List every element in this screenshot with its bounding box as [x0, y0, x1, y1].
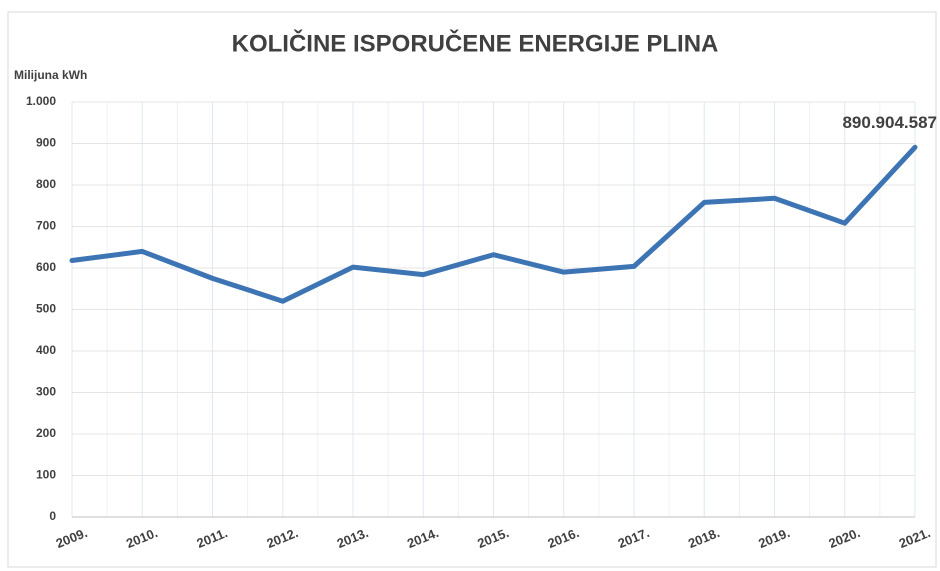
y-tick-label: 700 [36, 219, 56, 233]
y-tick-label: 1.000 [26, 94, 56, 108]
y-tick-label: 400 [36, 343, 56, 357]
data-label: 890.904.587 [842, 113, 937, 132]
y-tick-label: 100 [36, 468, 56, 482]
y-tick-label: 200 [36, 426, 56, 440]
y-tick-label: 800 [36, 177, 56, 191]
y-tick-label: 300 [36, 385, 56, 399]
line-series [69, 144, 918, 304]
y-tick-label: 900 [36, 136, 56, 150]
y-tick-label: 500 [36, 302, 56, 316]
chart-title: KOLIČINE ISPORUČENE ENERGIJE PLINA [232, 29, 719, 57]
y-tick-label: 600 [36, 260, 56, 274]
y-axis-label: Milijuna kWh [14, 68, 87, 82]
y-tick-label: 0 [49, 509, 56, 523]
chart-frame [7, 11, 937, 568]
